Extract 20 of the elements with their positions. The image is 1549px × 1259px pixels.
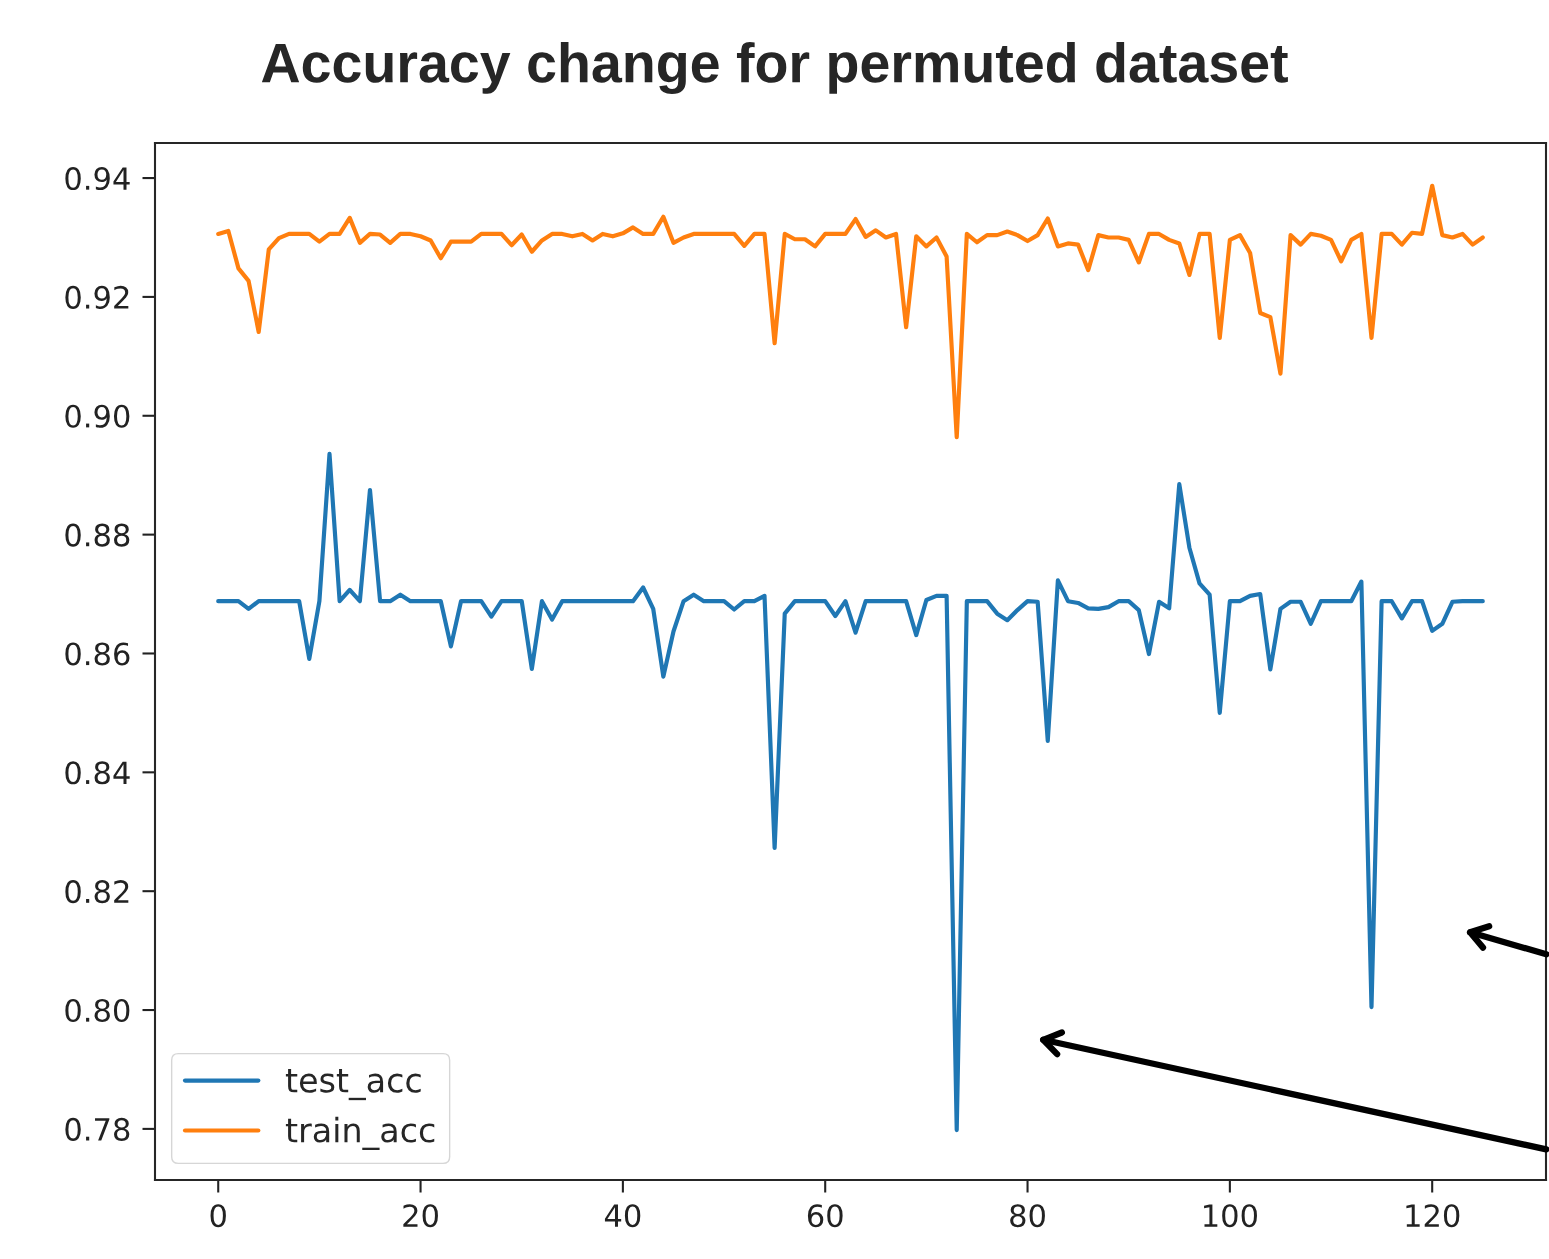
x-tick-label: 60	[807, 1204, 843, 1228]
legend-label: train_acc	[285, 1116, 435, 1150]
x-tick-label: 0	[210, 1204, 226, 1228]
y-tick-label: 0.92	[65, 285, 129, 309]
x-tick-label: 100	[1204, 1204, 1257, 1228]
x-tick-label: 20	[403, 1204, 438, 1228]
x-tick-label: 40	[604, 1204, 641, 1228]
y-tick-label: 0.78	[65, 1117, 130, 1141]
line-series	[216, 183, 1485, 440]
y-tick-label: 0.94	[65, 166, 130, 191]
y-tick-label: 0.90	[65, 404, 130, 428]
chart-title: Accuracy change for permuted dataset	[261, 41, 1288, 95]
y-tick-label: 0.82	[65, 880, 129, 904]
legend-label: test_acc	[285, 1068, 421, 1101]
y-tick-label: 0.80	[65, 998, 130, 1023]
y-tick-label: 0.84	[65, 761, 130, 785]
y-tick-label: 0.86	[65, 642, 130, 666]
x-tick-label: 80	[1010, 1204, 1045, 1228]
y-tick-label: 0.88	[65, 523, 130, 547]
x-tick-label: 120	[1406, 1204, 1460, 1228]
